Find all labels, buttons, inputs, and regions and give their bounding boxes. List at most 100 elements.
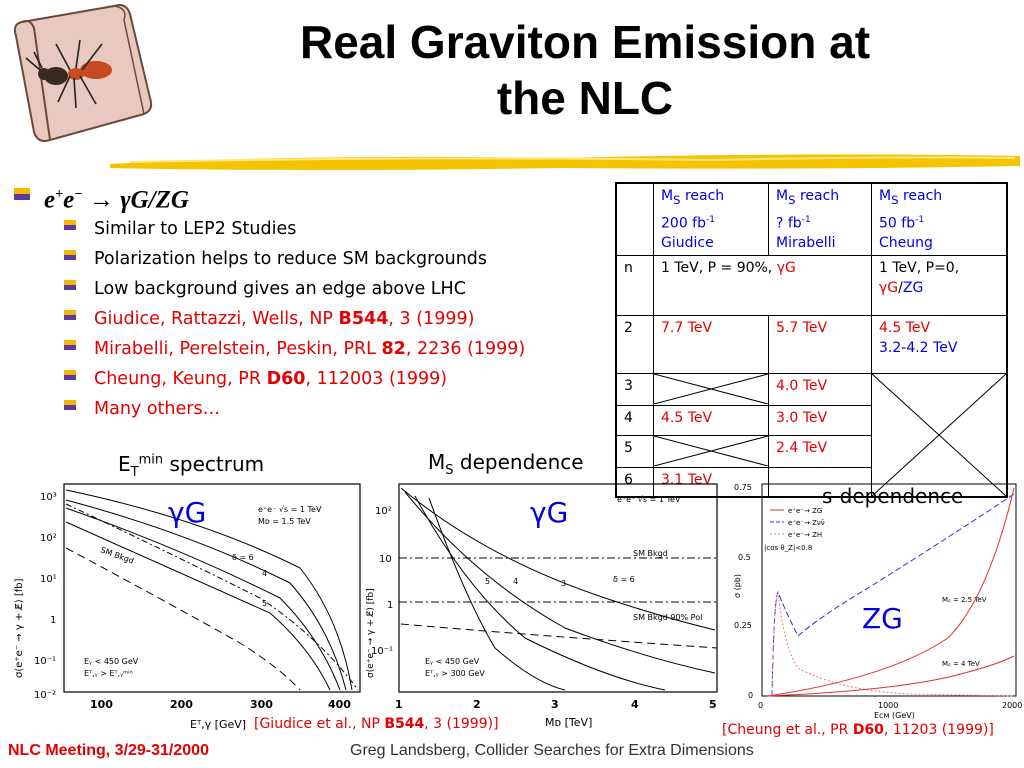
table-row-5: 5 2.4 TeV [615, 435, 1007, 468]
curve-delta-4 [65, 499, 347, 691]
x-axis-label: Eᴄᴍ (GeV) [874, 711, 915, 720]
ref-text: , 112003 (1999) [305, 369, 448, 389]
curve-delta-3 [404, 491, 716, 674]
x-tick-label: 2000 [1002, 701, 1022, 710]
main-bullet-e2: e [63, 186, 75, 214]
s-dependence-plot: 0.75 0.5 0.25 0 0 1000 2000 σ (pb) Eᴄᴍ (… [733, 483, 1022, 720]
caption-text: [Giudice et al., NP [254, 716, 385, 732]
curve-label: 4 [262, 569, 267, 578]
header-m: M [879, 188, 892, 204]
cut-label: Eᵀ,ᵧ > Eᵀ,ᵧᵐⁱⁿ [84, 669, 133, 678]
ref-text: Cheung, Keung, PR [94, 369, 267, 389]
cell-value: 5.7 TeV [768, 315, 872, 375]
ref-text: , 3 (1999) [388, 309, 475, 329]
legend-entry: e⁺e⁻→ ZH [788, 531, 822, 539]
cut-label: Eᵧ < 450 GeV [425, 657, 480, 666]
et-label-min: min [138, 452, 164, 468]
y-tick-label: 10⁻¹ [371, 646, 393, 657]
cell-empty [768, 466, 872, 498]
cell-slash: / [898, 280, 903, 297]
row-label: 3 [615, 373, 654, 406]
row-label: 2 [615, 315, 654, 375]
zg-label: ZG [862, 602, 903, 635]
cell-n-cheung: 1 TeV, P=0, γG/ZG [871, 255, 1008, 317]
x-tick-label: 400 [328, 698, 351, 711]
ant-scroll-logo [13, 4, 153, 142]
y-tick-label: 10² [375, 506, 392, 517]
cell-gamma-g: γG [776, 260, 796, 277]
bullet-cube-icon [64, 220, 76, 230]
header-s: S [673, 192, 681, 207]
ref-text: , 2236 (1999) [405, 339, 526, 359]
header-m: M [776, 188, 789, 204]
curve-label: δ = 6 [613, 575, 635, 584]
sm-background-curve [65, 503, 359, 691]
y-axis-label: σ (pb) [733, 574, 742, 598]
header-author: Cheung [879, 235, 933, 252]
x-tick-label: 5 [709, 698, 717, 711]
ms-dependence-plot: 10² 10 1 10⁻¹ 1 2 3 4 5 σ(e⁺e⁻ → γ + E̸)… [366, 483, 718, 729]
table-header-row: MS reach 200 fb-1 Giudice MS reach? fb-1 Mi… [615, 182, 1008, 257]
bullet-cube-icon [64, 310, 76, 320]
bullet-cube-icon [64, 340, 76, 350]
cell-empty-x [653, 373, 769, 406]
table-row-2: 2 7.7 TeV 5.7 TeV 4.5 TeV 3.2-4.2 TeV [615, 315, 1008, 375]
y-tick-label: 10⁻¹ [34, 656, 56, 667]
main-bullet-plus: + [55, 187, 64, 202]
row-label: n [615, 255, 654, 317]
main-bullet-process: γG/ZG [120, 186, 189, 214]
ms-label-dependence: dependence [453, 450, 584, 474]
header-lumi: 50 fb [879, 215, 916, 232]
curve-delta-6 [400, 487, 716, 631]
zh-curve [771, 590, 1015, 697]
plot-note: e⁺e⁻ √s = 1 TeV [617, 495, 681, 504]
caption-volume: D60 [852, 722, 884, 738]
cell-empty-x-large [871, 373, 1008, 498]
x-tick-label: 1000 [878, 701, 898, 710]
table-corner-cell [615, 182, 654, 257]
main-bullet-arrow: → [82, 186, 121, 214]
x-tick-label: 3 [551, 698, 559, 711]
curve-delta-6 [65, 489, 353, 691]
y-axis-label: σ(e⁺e⁻ → γ + E̸) [fb] [366, 588, 376, 678]
caption-text: [Cheung et al., PR [722, 722, 853, 738]
bullet-cube-icon [64, 250, 76, 260]
ref-bullet-2: Cheung, Keung, PR D60, 112003 (1999) [64, 364, 614, 394]
cut-label: |cos θ_Z|<0.8 [764, 544, 812, 552]
slide-title: Real Graviton Emission at the NLC [170, 14, 1000, 126]
y-tick-label: 10 [379, 554, 392, 565]
cell-n-giudice-mirabelli: 1 TeV, P = 90%, γG [653, 255, 872, 317]
main-bullet-minus: − [74, 187, 83, 202]
ms-dependence-label: MS dependence [428, 450, 584, 478]
cell-gamma-g: γG [879, 280, 899, 297]
bullet-cube-icon [14, 188, 30, 200]
curve-label: 4 [513, 577, 518, 586]
plot-frame [398, 483, 718, 693]
ms-label-s: S [445, 463, 454, 478]
bullet-cube-icon [64, 370, 76, 380]
ms-label-m: M [428, 450, 446, 474]
curve-label: 3 [561, 579, 566, 588]
cut-label: Eᵀ,ᵧ > 300 GeV [425, 669, 485, 678]
ref-volume: B544 [338, 309, 389, 329]
cut-label: Eᵧ < 450 GeV [84, 657, 139, 666]
cell-text: 1 TeV, P = 90%, [661, 260, 777, 277]
table-row-3: 3 4.0 TeV [615, 373, 1008, 498]
cell-zg: ZG [902, 280, 924, 297]
plot-frame [63, 483, 361, 693]
row-label: 5 [615, 435, 654, 468]
sub-bullet-text: Low background gives an edge above LHC [94, 279, 466, 299]
curve-delta-5 [65, 507, 341, 691]
header-lumi: ? fb [776, 215, 802, 232]
et-label-e: E [118, 452, 131, 476]
curve-delta-5 [428, 497, 566, 691]
main-bullet-e1: e [44, 186, 56, 214]
curve-delta-4 [414, 495, 666, 691]
cell-value: 3.0 TeV [768, 404, 872, 437]
many-others-text: Many others… [94, 399, 221, 419]
header-lumi-exp: -1 [801, 214, 811, 225]
header-s: S [891, 192, 899, 207]
x-tick-label: 100 [90, 698, 113, 711]
title-line-1: Real Graviton Emission at [299, 16, 871, 68]
footer-meeting: NLC Meeting, 3/29-31/2000 [8, 742, 209, 759]
